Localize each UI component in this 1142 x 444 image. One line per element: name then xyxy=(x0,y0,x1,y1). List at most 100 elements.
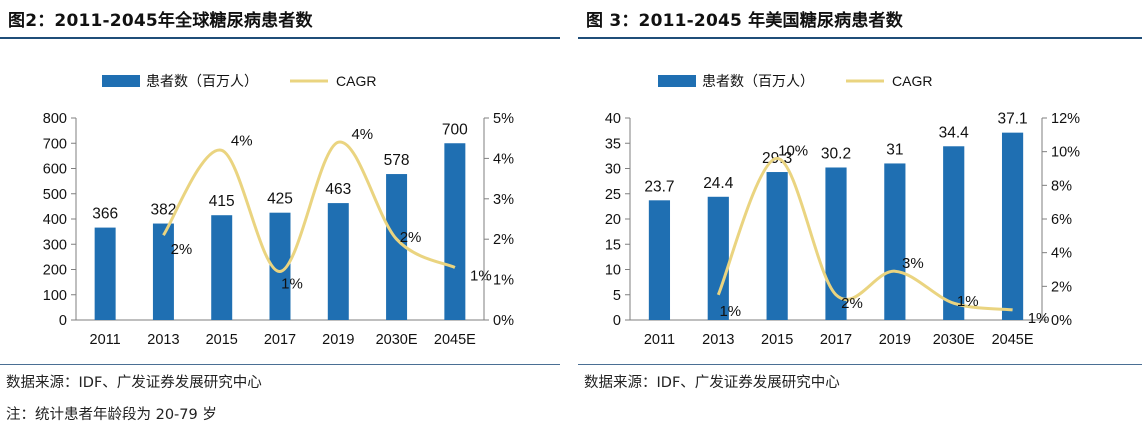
x-tick-label: 2030E xyxy=(933,332,975,348)
bar-2011 xyxy=(648,200,671,320)
x-tick-label: 2011 xyxy=(644,332,675,348)
cagr-value-label: 3% xyxy=(902,255,924,272)
bar-value-label: 578 xyxy=(384,152,410,169)
source-text-us: 数据来源：IDF、广发证券发展研究中心 xyxy=(584,375,840,391)
cagr-line xyxy=(716,156,1013,312)
y-tick-label: 700 xyxy=(43,136,67,152)
y-tick-label: 100 xyxy=(43,288,67,304)
bar-value-label: 34.4 xyxy=(939,124,970,141)
bar-2015 xyxy=(211,215,233,320)
y-tick-label: 400 xyxy=(43,212,67,228)
title-rule xyxy=(578,37,1142,39)
y2-tick-label: 5% xyxy=(493,111,514,127)
x-tick-label: 2013 xyxy=(147,332,179,348)
y-tick-label: 30 xyxy=(605,162,621,178)
x-tick-label: 2030E xyxy=(376,332,418,348)
cagr-line xyxy=(162,140,456,274)
bar-value-label: 30.2 xyxy=(821,145,851,162)
source-rule xyxy=(578,364,1142,365)
y2-tick-label: 0% xyxy=(1051,313,1072,329)
y-tick-label: 15 xyxy=(605,237,621,253)
legend-bar-swatch xyxy=(102,75,140,87)
y2-tick-label: 4% xyxy=(493,151,514,167)
x-tick-label: 2045E xyxy=(992,332,1034,348)
legend-bar-label: 患者数（百万人） xyxy=(702,73,814,89)
bar-2011 xyxy=(94,227,116,320)
y2-tick-label: 4% xyxy=(1051,246,1072,262)
bar-2045E xyxy=(444,143,466,320)
y2-tick-label: 0% xyxy=(493,313,514,329)
source-text-global: 数据来源：IDF、广发证券发展研究中心 xyxy=(6,375,262,391)
bar-2030E xyxy=(386,174,408,320)
y2-tick-label: 8% xyxy=(1051,178,1072,194)
bar-value-label: 366 xyxy=(92,206,118,223)
bar-value-label: 23.7 xyxy=(644,178,674,195)
bar-value-label: 700 xyxy=(442,121,468,138)
bar-2017 xyxy=(269,212,291,320)
x-tick-label: 2011 xyxy=(90,332,121,348)
legend-bar-label: 患者数（百万人） xyxy=(146,73,258,89)
y2-tick-label: 1% xyxy=(493,273,514,289)
y-tick-label: 35 xyxy=(605,136,621,152)
x-tick-label: 2017 xyxy=(820,332,852,348)
bar-value-label: 425 xyxy=(267,191,293,208)
y-tick-label: 5 xyxy=(613,288,621,304)
bar-2045E xyxy=(1001,132,1024,320)
bar-2013 xyxy=(707,196,729,320)
x-tick-label: 2015 xyxy=(761,332,793,348)
cagr-value-label: 1% xyxy=(719,303,741,320)
bar-2019 xyxy=(884,163,906,320)
y2-tick-label: 10% xyxy=(1051,145,1080,161)
cagr-value-label: 1% xyxy=(1028,310,1050,327)
cagr-value-label: 4% xyxy=(231,132,253,149)
bar-2017 xyxy=(825,167,847,320)
y-tick-label: 20 xyxy=(605,212,621,228)
x-tick-label: 2017 xyxy=(264,332,296,348)
bar-value-label: 382 xyxy=(150,202,176,219)
y2-tick-label: 2% xyxy=(1051,279,1072,295)
y-tick-label: 500 xyxy=(43,187,67,203)
cagr-value-label: 2% xyxy=(400,229,422,246)
x-tick-label: 2045E xyxy=(434,332,476,348)
cagr-value-label: 1% xyxy=(957,293,979,310)
x-tick-label: 2019 xyxy=(879,332,911,348)
bar-2015 xyxy=(766,172,788,320)
bar-2019 xyxy=(327,203,349,320)
y-tick-label: 40 xyxy=(605,111,621,127)
y2-tick-label: 6% xyxy=(1051,212,1072,228)
title-rule xyxy=(0,37,560,39)
y-tick-label: 0 xyxy=(613,313,621,329)
legend-line-label: CAGR xyxy=(336,73,376,89)
x-tick-label: 2015 xyxy=(206,332,238,348)
y-tick-label: 600 xyxy=(43,162,67,178)
cagr-value-label: 2% xyxy=(171,241,193,258)
chart-us-diabetes: 患者数（百万人） CAGR 0 5 10 15 20 25 30 35 40 0% 2% 4% 6% 8% 10… xyxy=(605,73,1080,348)
y2-tick-label: 3% xyxy=(493,192,514,208)
x-tick-label: 2019 xyxy=(322,332,354,348)
chart-panel-us: 图 3：2011-2045 年美国糖尿病患者数 患者数（百万人） CAGR 0 5 10… xyxy=(578,0,1142,444)
cagr-value-label: 1% xyxy=(470,267,492,284)
y2-tick-label: 2% xyxy=(493,232,514,248)
bar-value-label: 415 xyxy=(209,193,235,210)
y-tick-label: 200 xyxy=(43,263,67,279)
source-rule xyxy=(0,364,560,365)
y-tick-label: 10 xyxy=(605,263,621,279)
cagr-value-label: 4% xyxy=(351,126,373,143)
chart-title-global: 图2：2011-2045年全球糖尿病患者数 xyxy=(8,11,313,31)
cagr-value-label: 2% xyxy=(841,295,863,312)
note-text-global: 注：统计患者年龄段为 20-79 岁 xyxy=(6,407,217,423)
bar-2030E xyxy=(943,146,965,320)
bar-value-label: 31 xyxy=(886,141,903,158)
x-tick-label: 2013 xyxy=(702,332,734,348)
legend-bar-swatch xyxy=(658,75,696,87)
y-tick-label: 800 xyxy=(43,111,67,127)
y-tick-label: 0 xyxy=(59,313,67,329)
legend-line-label: CAGR xyxy=(892,73,932,89)
chart-panel-global: 图2：2011-2045年全球糖尿病患者数 患者数（百万人） CAGR 0 100 20… xyxy=(0,0,560,444)
bar-value-label: 24.4 xyxy=(703,175,734,192)
cagr-value-label: 1% xyxy=(281,276,303,293)
bar-2013 xyxy=(152,223,174,320)
y2-tick-label: 12% xyxy=(1051,111,1080,127)
chart-global-diabetes: 患者数（百万人） CAGR 0 100 200 300 400 500 600 700 800 0% 1… xyxy=(43,73,514,348)
bar-value-label: 463 xyxy=(325,181,351,198)
